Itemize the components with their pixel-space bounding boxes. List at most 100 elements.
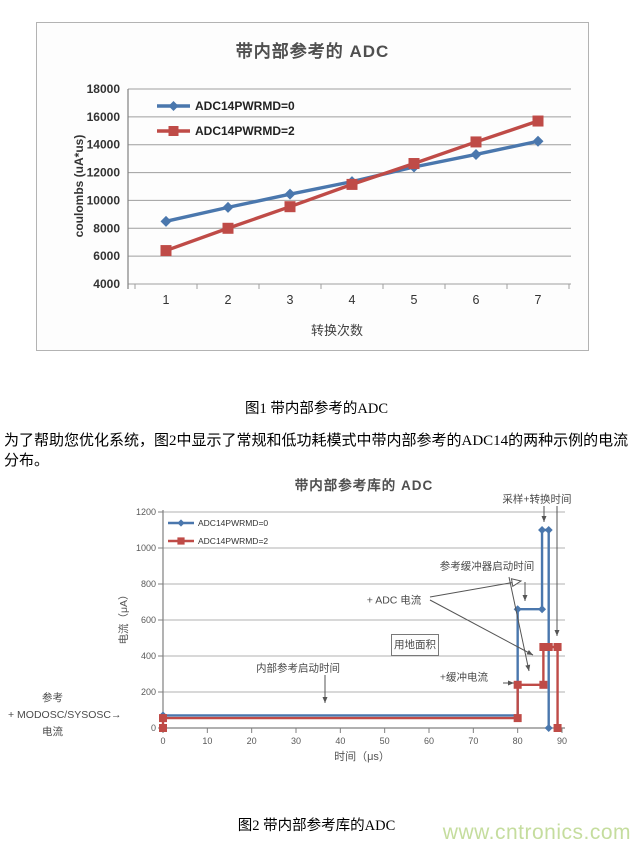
- x-tick-label: 4: [349, 293, 356, 307]
- x-tick-label: 20: [247, 736, 257, 746]
- y-tick-label: 14000: [87, 138, 121, 152]
- annotation-ref-line: 参考: [42, 692, 63, 704]
- figure2-caption: 图2 带内部参考库的ADC: [237, 818, 396, 834]
- figure2-plot: 0 200 400 600 800 1000 1200 0 10 20 30 40 50 60 70 80 90…: [117, 506, 567, 763]
- legend-marker: [177, 537, 185, 545]
- legend-label: ADC14PWRMD=0: [198, 518, 268, 528]
- series-marker-ADC14PWRMD=2: [553, 643, 562, 651]
- legend-marker: [168, 101, 179, 111]
- figure1-x-axis-label: 转换次数: [311, 323, 363, 338]
- figure2-legend: ADC14PWRMD=0 ADC14PWRMD=2: [168, 518, 268, 546]
- series-marker-ADC14PWRMD=2: [539, 680, 548, 689]
- series-marker-ADC14PWRMD=0: [470, 148, 482, 160]
- figure1-y-axis-label: coulombs (uA*us): [72, 135, 86, 238]
- series-marker-ADC14PWRMD=2: [284, 201, 296, 213]
- series-marker-ADC14PWRMD=2: [159, 714, 167, 723]
- series-marker-ADC14PWRMD=0: [544, 526, 553, 534]
- series-marker-ADC14PWRMD=2: [408, 158, 420, 170]
- y-tick-label: 12000: [87, 166, 121, 180]
- figure2-series: [159, 526, 562, 732]
- figure2-y-axis-label: 电流（μA）: [117, 589, 130, 644]
- y-tick-label: 200: [141, 687, 156, 697]
- y-tick-label: 10000: [87, 193, 121, 207]
- series-marker-ADC14PWRMD=2: [159, 724, 167, 732]
- arrow-refbuffer-down-head: [522, 595, 528, 601]
- series-marker-ADC14PWRMD=2: [513, 714, 522, 723]
- figure2-x-axis-label: 时间（μs）: [334, 750, 390, 763]
- arrow-sampling-red-head: [554, 630, 560, 636]
- annotation-ref-buffer-startup-time: 参考缓冲器启动时间: [439, 560, 535, 573]
- series-marker-ADC14PWRMD=0: [222, 201, 234, 213]
- arrow-buffer-current-head: [508, 680, 514, 686]
- x-tick-label: 10: [202, 736, 212, 746]
- arrow-refbuffer-diagonal-head: [525, 664, 531, 671]
- series-marker-ADC14PWRMD=0: [160, 215, 172, 227]
- x-tick-label: 80: [513, 736, 523, 746]
- x-tick-label: 5: [411, 293, 418, 307]
- figure1-plot: 4000 6000 8000 10000 12000 14000 16000 18000 1 2 3…: [72, 82, 571, 338]
- annotation-sampling-conversion-time: 采样+转换时间: [502, 493, 572, 506]
- body-paragraph: 为了帮助您优化系统，图2中显示了常规和低功耗模式中带内部参考的ADC14的两种示…: [4, 433, 629, 470]
- arrow-adc-current-blue-line: [429, 580, 522, 598]
- figure1-caption: 图1 带内部参考的ADC: [245, 401, 388, 417]
- x-tick-label: 50: [380, 736, 390, 746]
- y-tick-label: 18000: [87, 82, 121, 96]
- series-marker-ADC14PWRMD=0: [538, 605, 547, 614]
- series-marker-ADC14PWRMD=2: [222, 222, 234, 234]
- figure2-chart: 带内部参考库的 ADC 0 200 400 600 800 1000 1200 0 10 20 30…: [0, 468, 633, 780]
- series-marker-ADC14PWRMD=2: [470, 136, 482, 148]
- series-marker-ADC14PWRMD=0: [544, 724, 553, 732]
- legend-label: ADC14PWRMD=0: [195, 99, 295, 113]
- watermark-cntronics: www.cntronics.com: [442, 821, 631, 844]
- arrow-adc-current-blue-head: [510, 578, 523, 588]
- arrow-refbuffer-diagonal-line: [508, 576, 530, 672]
- x-tick-label: 6: [473, 293, 480, 307]
- series-marker-ADC14PWRMD=0: [538, 526, 547, 534]
- figure1-chart: 带内部参考的 ADC 4000 6000 8000 10000 12000 14000 16…: [36, 22, 589, 351]
- series-marker-ADC14PWRMD=2: [532, 115, 544, 127]
- figure1-tick-labels: 4000 6000 8000 10000 12000 14000 16000 18000 1 2 3…: [87, 82, 542, 307]
- arrow-adc-current-red-line: [429, 599, 534, 656]
- series-marker-ADC14PWRMD=0: [532, 135, 544, 147]
- legend-marker: [168, 126, 179, 136]
- annotation-ref-modosc-current: 参考 + MODOSC/SYSOSC→ 电流: [8, 690, 121, 741]
- y-tick-label: 600: [141, 615, 156, 625]
- figure1-legend: ADC14PWRMD=0 ADC14PWRMD=2: [157, 99, 295, 138]
- series-marker-ADC14PWRMD=0: [284, 188, 296, 200]
- figure2-tick-labels: 0 200 400 600 800 1000 1200 0 10 20 30 40 50 60 70 80 90: [136, 507, 567, 746]
- series-marker-ADC14PWRMD=2: [544, 643, 553, 651]
- annotation-current-line: 电流: [42, 726, 63, 738]
- y-tick-label: 16000: [87, 110, 121, 124]
- y-tick-label: 4000: [93, 277, 120, 291]
- y-tick-label: 1000: [136, 543, 156, 553]
- y-tick-label: 8000: [93, 221, 120, 235]
- figure2-axes: [158, 510, 565, 733]
- figure1-axes: [127, 89, 570, 289]
- annotation-modosc-line: + MODOSC/SYSOSC→: [8, 709, 122, 721]
- x-tick-label: 1: [163, 293, 170, 307]
- figure1-gridlines: [128, 88, 571, 285]
- x-tick-label: 90: [557, 736, 567, 746]
- x-tick-label: 0: [160, 736, 165, 746]
- legend-label: ADC14PWRMD=2: [195, 124, 295, 138]
- annotation-adc-current: + ADC 电流: [366, 594, 422, 607]
- y-tick-label: 400: [141, 651, 156, 661]
- y-tick-label: 800: [141, 579, 156, 589]
- x-tick-label: 7: [535, 293, 542, 307]
- y-tick-label: 0: [151, 723, 156, 733]
- legend-label: ADC14PWRMD=2: [198, 536, 268, 546]
- annotation-area-box: 用地面积: [391, 634, 439, 656]
- x-tick-label: 30: [291, 736, 301, 746]
- arrow-sampling-blue-head: [541, 516, 547, 522]
- series-marker-ADC14PWRMD=2: [539, 643, 548, 651]
- y-tick-label: 1200: [136, 507, 156, 517]
- annotation-buffer-current: +缓冲电流: [439, 671, 489, 684]
- legend-marker: [177, 519, 185, 527]
- series-marker-ADC14PWRMD=2: [160, 245, 172, 257]
- x-tick-label: 70: [468, 736, 478, 746]
- arrow-internal-ref-head: [322, 697, 328, 703]
- figure2-chart-title: 带内部参考库的 ADC: [294, 478, 434, 493]
- x-tick-label: 60: [424, 736, 434, 746]
- series-marker-ADC14PWRMD=2: [553, 724, 562, 732]
